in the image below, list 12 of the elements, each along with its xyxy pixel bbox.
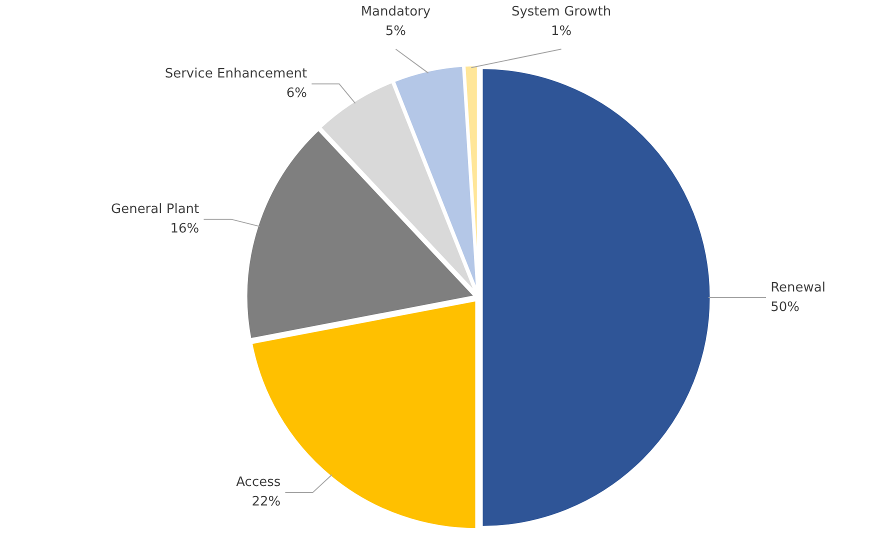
data-label: 22%: [252, 494, 281, 510]
slice-label: Access: [236, 475, 281, 490]
slice-label: Renewal: [770, 280, 826, 296]
slice-label: System Growth: [511, 4, 612, 20]
data-label: 6%: [286, 86, 308, 102]
data-label: 1%: [550, 24, 572, 39]
slice-label: Service Enhancement: [164, 66, 308, 82]
data-label: 16%: [170, 222, 200, 237]
data-label: 5%: [385, 24, 406, 39]
slice-label: Mandatory: [360, 4, 431, 20]
slice-label: General Plant: [111, 202, 200, 218]
data-label: 50%: [770, 300, 800, 315]
